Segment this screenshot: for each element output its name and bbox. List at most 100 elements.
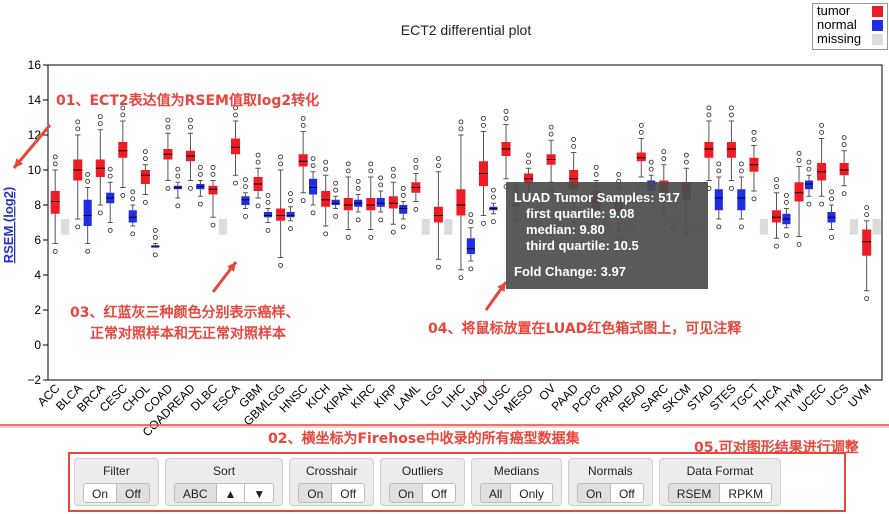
outlier-point [806, 166, 812, 172]
filter-off-button[interactable]: Off [116, 483, 150, 503]
legend-swatch [872, 20, 883, 31]
outlier-point [378, 217, 384, 223]
crosshair-group: Crosshair On Off [289, 458, 375, 506]
normals-on-button[interactable]: On [576, 483, 611, 503]
sort-abc-button[interactable]: ABC [173, 483, 217, 503]
tumor-box [185, 117, 195, 191]
tumor-box [73, 119, 83, 230]
outlier-point [52, 161, 58, 167]
outlier-point [130, 196, 136, 202]
outlier-point [52, 248, 58, 254]
filter-on-button[interactable]: On [83, 483, 118, 503]
box [433, 206, 443, 223]
outlier-point [716, 161, 722, 167]
tooltip-fold-change: Fold Change: 3.97 [514, 264, 626, 279]
outlier-point [729, 185, 734, 191]
sort-title: Sort [213, 464, 236, 478]
data-format-rpkm-button[interactable]: RPKM [719, 483, 773, 503]
outliers-off-button[interactable]: Off [422, 483, 456, 503]
outlier-point [841, 142, 847, 148]
y-axis-label[interactable]: RSEM (log2) [1, 187, 16, 264]
outlier-point [152, 252, 158, 258]
box [309, 178, 318, 195]
tumor-box [636, 122, 646, 188]
outlier-point [784, 233, 789, 239]
outliers-on-button[interactable]: On [389, 483, 424, 503]
sort-ascending-button[interactable]: ▲ [215, 483, 246, 503]
outlier-point [75, 224, 81, 230]
outlier-point [841, 191, 847, 197]
normal-box [399, 185, 408, 230]
outlier-point [706, 112, 712, 118]
outlier-point [829, 234, 834, 240]
normal-box [173, 166, 182, 209]
tumor-box [95, 114, 105, 216]
missing-normal-box [872, 219, 881, 235]
outlier-point [278, 161, 284, 167]
box [466, 238, 475, 254]
normals-title: Normals [588, 464, 633, 478]
tumor-box [276, 154, 286, 268]
box [343, 198, 353, 211]
outlier-point [413, 206, 419, 212]
tumor-box [253, 152, 263, 209]
y-tick-label: 14 [28, 93, 42, 107]
missing-normal-box [849, 219, 859, 235]
medians-only-button[interactable]: Only [510, 483, 553, 503]
outlier-point [142, 156, 148, 162]
outlier-point [481, 122, 486, 128]
outlier-point [288, 198, 293, 204]
outlier-point [571, 136, 577, 142]
outlier-point [152, 227, 158, 233]
outlier-point [458, 119, 464, 125]
box [737, 189, 746, 211]
outlier-point [593, 164, 599, 170]
outlier-point [165, 124, 171, 130]
outlier-point [796, 241, 802, 247]
data-format-rsem-button[interactable]: RSEM [667, 483, 721, 503]
y-tick-label: 4 [34, 268, 41, 282]
outlier-point [107, 173, 113, 179]
outlier-point [481, 115, 486, 121]
crosshair-on-button[interactable]: On [298, 483, 333, 503]
tumor-box [817, 122, 827, 207]
annotation-arrow [484, 281, 508, 311]
tumor-box [50, 154, 60, 254]
outlier-point [864, 205, 870, 211]
missing-normal-box [759, 219, 768, 235]
data-format-title: Data Format [686, 464, 754, 478]
outlier-point [841, 135, 847, 141]
outlier-point [436, 264, 441, 270]
normal-box [83, 171, 92, 254]
sort-descending-button[interactable]: ▼ [244, 483, 275, 503]
outlier-point [491, 194, 496, 200]
outlier-point [648, 159, 654, 165]
outlier-point [188, 185, 193, 191]
normals-off-button[interactable]: Off [609, 483, 644, 503]
outlier-point [165, 185, 171, 191]
outlier-point [368, 168, 374, 174]
outlier-point [638, 122, 644, 128]
outlier-point [345, 234, 351, 240]
box [128, 210, 137, 223]
outliers-title: Outliers [401, 464, 444, 478]
arrow-head [14, 158, 24, 168]
outlier-point [413, 157, 419, 163]
outlier-point [468, 212, 474, 218]
outlier-point [400, 224, 406, 230]
outlier-point [197, 201, 203, 207]
outlier-point [165, 117, 171, 123]
outlier-point [458, 275, 464, 281]
y-tick-label: 2 [34, 303, 41, 317]
outlier-point [85, 178, 91, 184]
outlier-point [120, 112, 126, 118]
crosshair-title: Crosshair [306, 464, 358, 478]
tumor-box [208, 164, 218, 228]
medians-all-button[interactable]: All [479, 483, 512, 503]
box [839, 163, 849, 176]
missing-normal-box [421, 219, 430, 235]
outlier-point [175, 203, 181, 209]
box [231, 138, 241, 155]
chart-title: ECT2 differential plot [401, 22, 532, 38]
crosshair-off-button[interactable]: Off [331, 483, 366, 503]
